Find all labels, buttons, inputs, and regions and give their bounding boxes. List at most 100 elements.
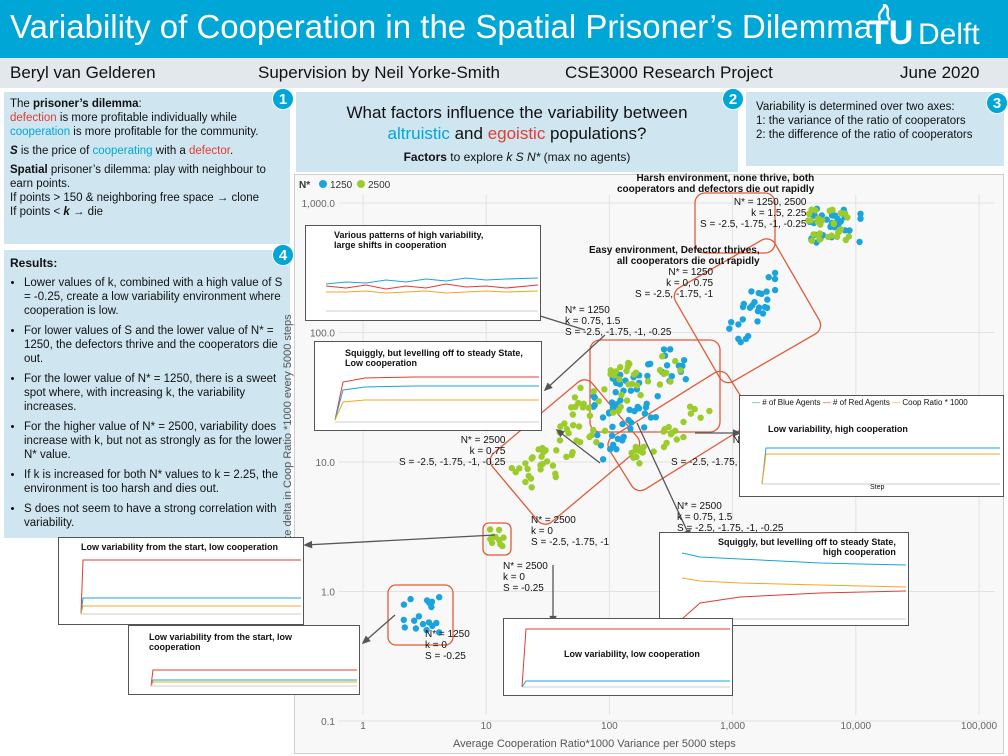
scatter-point (814, 215, 822, 222)
result-item: For lower values of S and the lower valu… (24, 324, 284, 366)
scatter-point (728, 319, 735, 326)
supervision: Supervision by Neil Yorke-Smith (258, 63, 500, 82)
inset-squiggly-high: Squiggly, but levelling off to steady St… (659, 532, 909, 626)
scatter-point (765, 274, 772, 281)
scatter-point (535, 446, 542, 453)
result-item: For the higher value of N* = 2500, varia… (24, 420, 284, 462)
x-tick-label: 10 (481, 721, 493, 732)
scatter-point (755, 304, 763, 311)
tu-delft-logo: TU Delft (868, 2, 998, 56)
scatter-point (771, 269, 779, 277)
panel-number-2: 2 (722, 88, 744, 110)
scatter-point (830, 220, 837, 228)
scatter-point (754, 318, 761, 325)
legend-label-2500: 2500 (368, 180, 391, 191)
scatter-point (634, 382, 641, 389)
author: Beryl van Gelderen (10, 63, 156, 82)
scatter-point (623, 397, 631, 404)
scatter-point (575, 399, 582, 407)
x-axis-label: Average Cooperation Ratio*1000 Variance … (453, 738, 736, 750)
panel-research-question: What factors influence the variability b… (296, 92, 738, 172)
scatter-point (568, 404, 575, 411)
y-tick-label: 1.0 (321, 588, 335, 599)
result-item: For the lower value of N* = 1250, there … (24, 372, 284, 414)
scatter-point (429, 622, 436, 630)
scatter-point (830, 212, 837, 219)
arrow-head (361, 635, 371, 645)
scatter-point (524, 465, 531, 473)
scatter-point (599, 456, 607, 463)
scatter-point (577, 384, 584, 391)
scatter-point (650, 448, 657, 455)
scatter-point (638, 448, 646, 455)
scatter-point (594, 431, 601, 439)
scatter-point (436, 594, 443, 601)
scatter-point (599, 414, 607, 421)
scatter-point (636, 460, 643, 467)
scatter-point (687, 410, 695, 417)
scatter-point (612, 389, 619, 396)
x-tick-label: 100 (601, 721, 618, 732)
header-bar: Variability of Cooperation in the Spatia… (0, 0, 1008, 58)
scatter-point (590, 388, 597, 395)
scatter-point (656, 381, 664, 388)
scatter-point (568, 451, 575, 459)
scatter-point (807, 217, 814, 224)
inset-low-var-low-coop-a: Low variability from the start, low coop… (58, 537, 304, 625)
scatter-point (686, 403, 694, 410)
scatter-point (579, 404, 587, 411)
scatter-point (814, 232, 822, 239)
scatter-point (608, 432, 616, 439)
result-item: S does not seem to have a strong correla… (24, 502, 284, 530)
scatter-point (644, 372, 651, 380)
scatter-point (740, 300, 747, 308)
scatter-point (667, 431, 675, 438)
scatter-point (759, 310, 767, 317)
inset-series-chart (150, 669, 357, 687)
scatter-point (561, 420, 568, 427)
p1-line-s: S is the price of cooperating with a def… (10, 145, 234, 157)
scatter-point (845, 233, 852, 240)
scatter-point (570, 422, 577, 429)
panel-number-1: 1 (272, 88, 294, 110)
scatter-point (400, 601, 408, 608)
scatter-point (619, 420, 626, 428)
arrow-head (543, 382, 553, 392)
question: What factors influence the variability b… (346, 103, 688, 143)
scatter-point (672, 357, 679, 365)
scatter-point (624, 363, 631, 371)
scatter-point (556, 437, 564, 444)
scatter-point (755, 289, 762, 297)
scatter-point (495, 526, 503, 534)
scatter-point (833, 233, 841, 240)
subheader-bar: Beryl van Gelderen Supervision by Neil Y… (0, 58, 1008, 88)
scatter-point (632, 443, 639, 451)
scatter-point (597, 442, 605, 449)
scatter-point (553, 447, 560, 454)
scatter-point (400, 616, 407, 624)
inset-title: Squiggly, but levelling off to steady St… (345, 348, 523, 368)
scatter-point (528, 484, 535, 491)
scatter-point (641, 424, 648, 431)
scatter-point (735, 335, 742, 342)
scatter-point (763, 304, 771, 311)
scatter-point (628, 419, 635, 426)
poster-title: Variability of Cooperation in the Spatia… (10, 8, 873, 45)
scatter-point (563, 425, 571, 433)
scatter-point (856, 238, 863, 246)
scatter-point (626, 406, 633, 413)
scatter-point (828, 232, 835, 239)
results-heading: Results: (10, 256, 58, 270)
scatter-point (590, 403, 597, 410)
annotation-arrow (544, 334, 606, 391)
scatter-point (590, 426, 597, 434)
scatter-point (426, 599, 433, 606)
scatter-point (411, 617, 418, 624)
panel-variability-axes: Variability is determined over two axes:… (746, 92, 1004, 166)
annotation-n1250-k0: N* = 1250 k = 0 S = -0.25 (425, 629, 470, 662)
x-tick-label: 1,000 (720, 721, 745, 732)
scatter-point (682, 376, 689, 383)
inset-legend: — # of Blue Agents — # of Red Agents — C… (752, 398, 968, 407)
inset-high-variability: Various patterns of high variability, la… (305, 225, 541, 321)
annotation-harsh-title: Harsh environment, none thrive, both coo… (617, 173, 815, 195)
